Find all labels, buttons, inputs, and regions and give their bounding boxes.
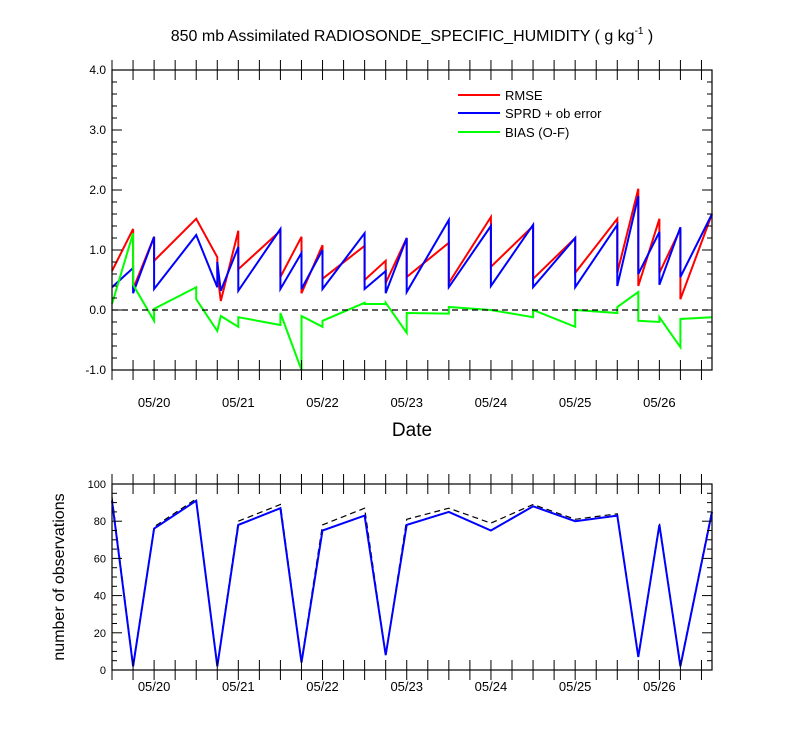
top-x-date-label: 05/22	[306, 395, 339, 410]
bottom-x-date-label: 05/26	[643, 679, 676, 694]
top-title-text: 850 mb Assimilated RADIOSONDE_SPECIFIC_H…	[171, 28, 635, 45]
top-axes-group: -1.0 0.0 1.0 2.0 3.0 4.0 05/20 05/21 05/22 05/23 0…	[85, 60, 712, 410]
top-panel: 850 mb Assimilated RADIOSONDE_SPECIFIC_H…	[85, 26, 713, 441]
bottom-y-axis-label: number of observations	[51, 493, 68, 660]
bottom-x-date-label: 05/21	[222, 679, 255, 694]
top-y-tick-label: 2.0	[89, 183, 106, 197]
bottom-y-tick-label: 80	[94, 516, 106, 528]
top-x-date-label: 05/20	[138, 395, 171, 410]
top-x-date-label: 05/23	[390, 395, 423, 410]
top-y-tick-label: 4.0	[89, 63, 106, 77]
top-title: 850 mb Assimilated RADIOSONDE_SPECIFIC_H…	[171, 26, 654, 45]
top-series-sprd-ob-error	[111, 195, 713, 296]
top-legend: RMSE SPRD + ob error BIAS (O-F)	[458, 88, 602, 140]
bottom-plot-frame	[111, 483, 713, 671]
legend-label-bias: BIAS (O-F)	[505, 125, 569, 140]
legend-label-rmse: RMSE	[505, 88, 543, 103]
bottom-y-tick-label: 40	[94, 591, 106, 603]
top-x-date-label: 05/25	[559, 395, 592, 410]
bottom-panel: 0 20 40 60 80 100 05/20 05/21 05/22 05/23 05/24 05/…	[51, 474, 713, 694]
bottom-series-possible-observations	[111, 496, 713, 665]
top-y-tick-label: 0.0	[89, 303, 106, 317]
bottom-x-date-label: 05/22	[306, 679, 339, 694]
bottom-axes-group: 0 20 40 60 80 100 05/20 05/21 05/22 05/23 05/24 05/…	[88, 474, 712, 694]
bottom-x-date-label: 05/25	[559, 679, 592, 694]
bottom-x-date-label: 05/20	[138, 679, 171, 694]
bottom-x-date-label: 05/24	[475, 679, 508, 694]
bottom-y-tick-label: 0	[100, 665, 106, 677]
top-title-superscript: -1	[635, 26, 644, 37]
bottom-x-date-label: 05/23	[390, 679, 423, 694]
bottom-y-tick-label: 60	[94, 553, 106, 565]
top-y-tick-label: -1.0	[85, 363, 106, 377]
top-x-date-label: 05/26	[643, 395, 676, 410]
bottom-series-group	[111, 496, 713, 667]
top-x-axis-label: Date	[392, 420, 432, 441]
bottom-y-tick-label: 100	[88, 479, 106, 491]
legend-label-sprd: SPRD + ob error	[505, 106, 602, 121]
bottom-series-assimilated-observations	[111, 498, 713, 667]
top-y-tick-label: 1.0	[89, 243, 106, 257]
top-y-tick-label: 3.0	[89, 123, 106, 137]
top-series-group	[111, 188, 713, 371]
top-title-suffix: )	[643, 28, 653, 45]
top-x-date-label: 05/24	[475, 395, 508, 410]
bottom-y-tick-label: 20	[94, 628, 106, 640]
top-plot-frame	[111, 69, 713, 371]
top-x-date-label: 05/21	[222, 395, 255, 410]
